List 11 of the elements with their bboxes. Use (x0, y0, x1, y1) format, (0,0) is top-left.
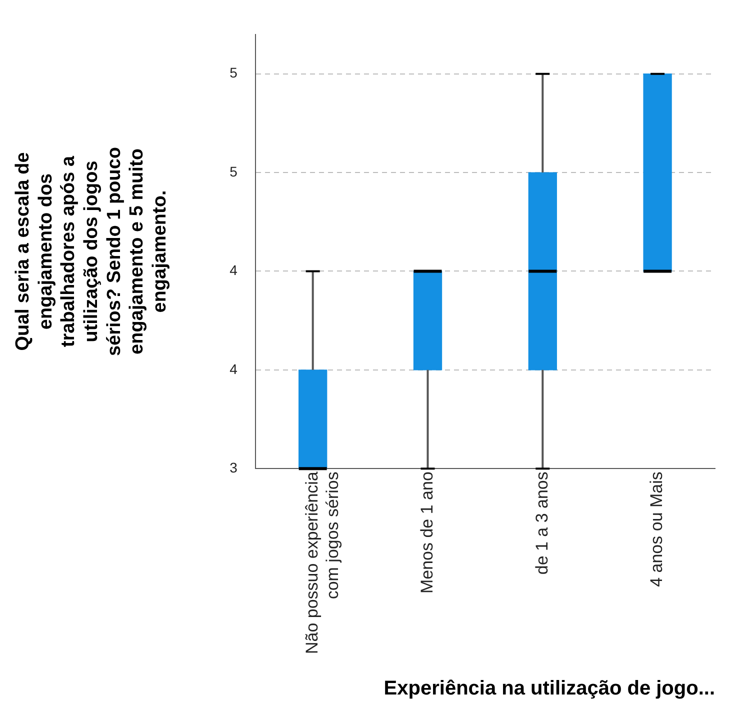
y-tick-label: 4 (230, 360, 238, 377)
y-tick-label: 3 (230, 459, 238, 476)
x-axis-title: Experiência na utilização de jogo... (384, 678, 715, 700)
x-tick-label: 4 anos ou Mais (647, 472, 666, 587)
y-axis-title: Qual seria a escala de engajamento dos trabalhadores após a utilização dos jogos sérios? Sendo 1 pouco engajamento e 5 muito engajamento. (12, 146, 170, 356)
x-tick-label: Não possuo experiência com jogos sérios (302, 471, 342, 654)
y-tick-label: 4 (230, 262, 238, 278)
x-tick-label: de 1 a 3 anos (532, 472, 552, 575)
x-tick-label: Menos de 1 ano (417, 472, 436, 594)
y-tick-label: 5 (230, 64, 238, 81)
y-tick-label: 5 (230, 163, 238, 180)
